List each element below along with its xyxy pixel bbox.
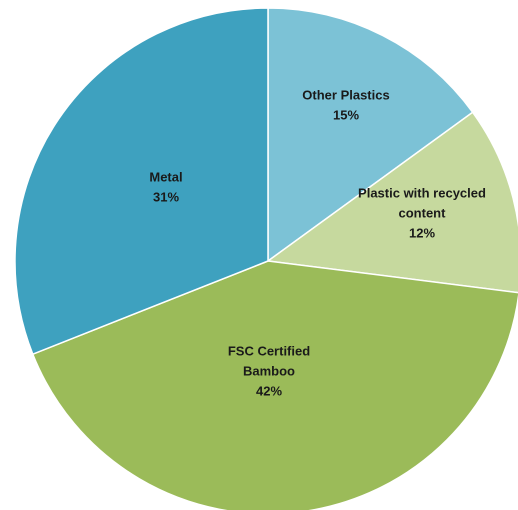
pie-slice-1 — [266, 111, 518, 294]
pie-slice-category-1: Plastic with recycled — [358, 185, 486, 200]
pie-slice-2 — [31, 260, 518, 510]
pie-slices — [14, 7, 518, 510]
pie-slice-value-0: 15% — [333, 107, 359, 122]
pie-slice-value-2: 42% — [256, 383, 282, 398]
pie-slice-label-0: Other Plastics 15% — [302, 87, 389, 122]
pie-slice-category-2: Bamboo — [243, 363, 295, 378]
pie-slice-category-3: Metal — [149, 169, 182, 184]
pie-slice-value-3: 31% — [153, 189, 179, 204]
pie-slice-3 — [14, 7, 269, 356]
pie-slice-0 — [267, 7, 474, 263]
pie-slice-category-2: FSC Certified — [228, 343, 310, 358]
pie-slice-category-1: content — [399, 205, 447, 220]
pie-slice-category-0: Other Plastics — [302, 87, 389, 102]
pie-slice-label-2: FSC Certified Bamboo 42% — [228, 343, 310, 398]
pie-labels: Other Plastics 15% Plastic with recycled co… — [149, 87, 486, 398]
pie-slice-label-1: Plastic with recycled content 12% — [358, 185, 486, 240]
pie-slice-label-3: Metal 31% — [149, 169, 182, 204]
pie-slice-value-1: 12% — [409, 225, 435, 240]
